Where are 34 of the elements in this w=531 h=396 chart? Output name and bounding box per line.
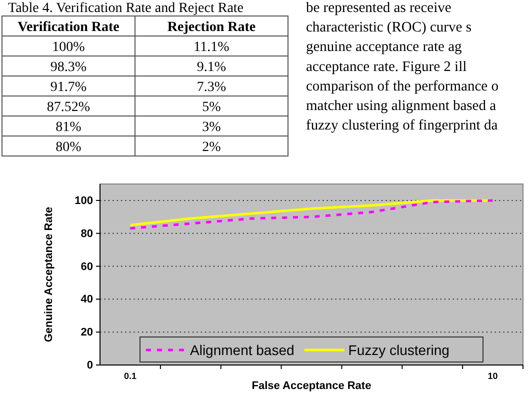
text: be represented as receive (306, 0, 452, 16)
text: 3% (202, 120, 222, 135)
text: genuine acceptance rate ag (306, 39, 462, 56)
text: comparison of the performance o (306, 78, 498, 94)
text: acceptance rate. Figure 2 ill (306, 58, 467, 75)
text: 81% (56, 120, 82, 135)
text: 11.1% (194, 40, 230, 55)
text: 7.3% (196, 80, 226, 95)
text: Table 4. Verification Rate and Reject Rate (8, 1, 244, 16)
y-tick-label: 0 (86, 360, 93, 372)
x-tick-label: 0.1 (124, 370, 136, 381)
text: 87.52% (46, 100, 90, 115)
text: 5% (202, 100, 222, 115)
text: 100% (52, 40, 86, 55)
x-tick-label: 10 (488, 370, 498, 381)
text: 91.7% (50, 80, 87, 95)
y-tick-label: 100 (74, 194, 93, 207)
x-axis-title: False Acceptance Rate (252, 380, 372, 392)
text: fuzzy clustering of fingerprint da (306, 118, 498, 134)
legend-label: Fuzzy clustering (348, 342, 450, 358)
text: Rejection Rate (167, 20, 256, 35)
text: 98.3% (50, 60, 87, 75)
legend-label: Alignment based (190, 342, 294, 358)
y-tick-label: 60 (80, 260, 93, 273)
y-axis-title: Genuine Acceptance Rate (43, 206, 55, 342)
text: 80% (56, 140, 82, 155)
text: 9.1% (196, 60, 226, 75)
text: 2% (202, 140, 222, 155)
y-tick-label: 40 (80, 294, 93, 306)
y-tick-label: 80 (80, 228, 93, 240)
text: Verification Rate (18, 20, 120, 35)
text: matcher using alignment based a (306, 98, 497, 114)
y-tick-label: 20 (80, 326, 93, 339)
text: characteristic (ROC) curve s (306, 20, 472, 36)
